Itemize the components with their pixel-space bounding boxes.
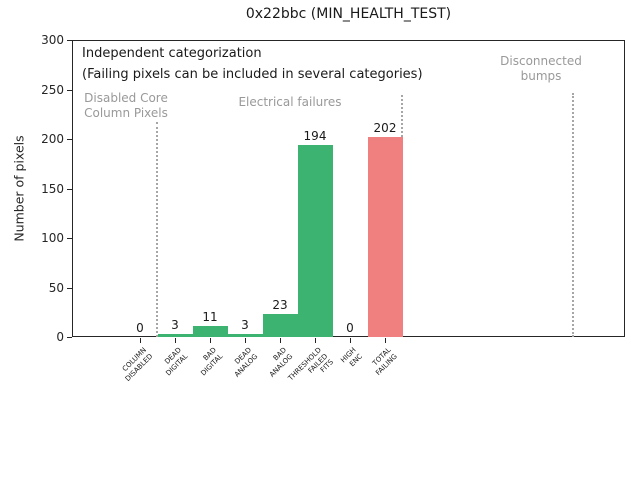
y-tick-mark (67, 337, 72, 338)
x-tick-mark (280, 338, 281, 343)
section-label-disconnected-bumps: Disconnected bumps (500, 54, 582, 83)
x-tick-mark (315, 338, 316, 343)
bar-bad-analog (262, 314, 298, 337)
x-tick-label: TOTAL FAILING (371, 346, 399, 377)
annotation-independent-categorization: Independent categorization (82, 46, 262, 61)
bar-value-label: 3 (241, 318, 249, 333)
x-tick-label: COLUMN DISABLED (120, 346, 154, 383)
bar-value-label: 0 (136, 321, 144, 335)
x-tick-mark (385, 338, 386, 343)
section-label-disabled-core-column-pixels: Disabled Core Column Pixels (84, 91, 168, 120)
section-divider-3 (572, 93, 574, 337)
bar-dead-digital (157, 334, 193, 337)
y-tick-label: 50 (48, 280, 64, 295)
y-tick-label: 300 (41, 33, 64, 47)
y-tick-label: 100 (41, 231, 64, 245)
bar-value-label: 11 (202, 310, 218, 325)
y-tick-label: 250 (41, 82, 64, 97)
y-tick-mark (67, 139, 72, 140)
bar-value-label: 0 (346, 321, 354, 335)
bar-threshold-failed-fits (297, 144, 333, 337)
bar-dead-analog (227, 334, 263, 337)
y-tick-label: 0 (56, 330, 64, 344)
y-tick-mark (67, 40, 72, 41)
bar-value-label: 202 (373, 121, 397, 136)
x-tick-label: HIGH ENC (339, 346, 364, 368)
bar-bad-digital (192, 326, 228, 337)
y-tick-mark (67, 188, 72, 190)
y-tick-label: 150 (41, 181, 64, 196)
chart-title: 0x22bbc (MIN_HEALTH_TEST) (245, 6, 452, 22)
x-tick-label: BAD DIGITAL (198, 346, 224, 378)
y-tick-label: 200 (41, 132, 64, 146)
plot-area (72, 40, 625, 337)
section-label-electrical-failures: Electrical failures (238, 95, 342, 109)
y-tick-mark (67, 89, 72, 91)
bar-value-label: 23 (272, 298, 288, 313)
x-tick-label: THRESHOLD FAILED FITS (286, 346, 335, 383)
y-tick-mark (67, 287, 72, 289)
bar-total-failing (367, 137, 403, 337)
x-tick-mark (175, 338, 176, 343)
x-tick-mark (245, 338, 246, 343)
x-tick-label: DEAD DIGITAL (162, 346, 189, 378)
x-tick-mark (140, 338, 141, 343)
y-tick-mark (67, 238, 72, 239)
x-tick-label: DEAD ANALOG (232, 346, 259, 379)
bar-value-label: 3 (171, 318, 179, 333)
x-tick-mark (350, 338, 351, 343)
bar-value-label: 194 (303, 128, 327, 143)
annotation-failing-pixels-note: (Failing pixels can be included in sever… (82, 67, 423, 82)
x-tick-mark (210, 338, 211, 343)
section-divider-1 (156, 122, 158, 337)
